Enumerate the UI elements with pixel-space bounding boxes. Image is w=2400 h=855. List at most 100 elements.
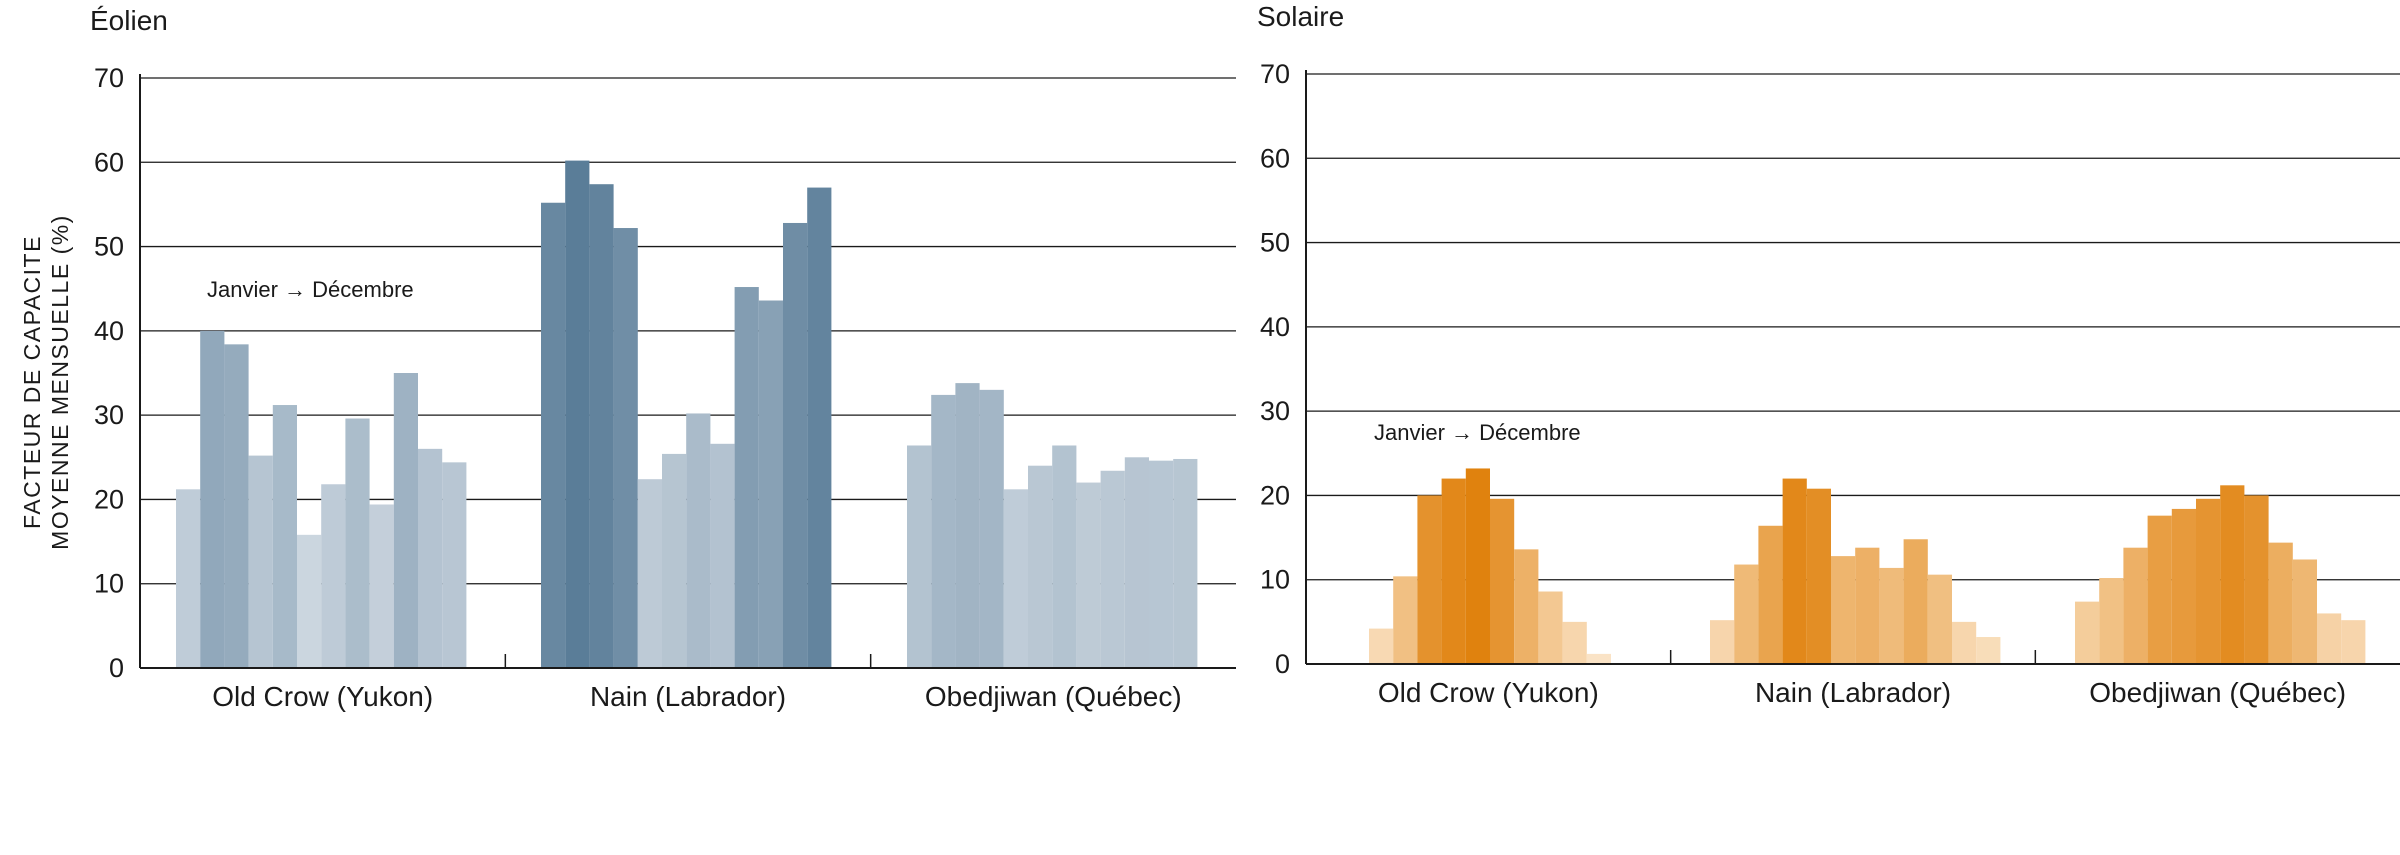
wind-bar: Old Crow (Yukon) – Août: 29.6 (345, 418, 370, 668)
wind-bar: Nain (Labrador) – Janvier: 55.2 (541, 202, 566, 669)
wind-bar: Nain (Labrador) – Septembre: 45.2 (734, 287, 759, 668)
solar-bar: Old Crow (Yukon) – Octobre: 1.2 (1586, 653, 1611, 664)
solar-bar: Old Crow (Yukon) – Avril: 22 (1441, 478, 1466, 664)
solar-category-label: Old Crow (Yukon) (1378, 677, 1599, 708)
wind-bar: Nain (Labrador) – Octobre: 43.6 (758, 300, 783, 668)
solar-y-tick-label: 10 (1260, 565, 1290, 595)
solar-bar: Nain (Labrador) – Juin: 12.8 (1831, 556, 1856, 664)
wind-bar: Obedjiwan (Québec) – Mai: 21.2 (1003, 489, 1028, 668)
solar-bar: Obedjiwan (Québec) – Septembre: 14.4 (2268, 542, 2293, 664)
wind-bar: Nain (Labrador) – Décembre: 57 (807, 187, 832, 668)
solar-bar: Nain (Labrador) – Août: 11.4 (1879, 567, 1904, 664)
solar-bar: Nain (Labrador) – Décembre: 3.2 (1976, 637, 2001, 664)
wind-bar: Old Crow (Yukon) – Décembre: 24.4 (442, 462, 467, 668)
solar-y-tick-label: 40 (1260, 312, 1290, 342)
solar-bar: Obedjiwan (Québec) – Janvier: 7.4 (2075, 601, 2100, 664)
solar-y-tick-label: 50 (1260, 228, 1290, 258)
y-axis-title-line-2: MOYENNE MENSUELLE (%) (47, 214, 73, 550)
solar-category-label: Nain (Labrador) (1755, 677, 1951, 708)
wind-bar: Obedjiwan (Québec) – Juin: 24 (1028, 465, 1053, 668)
wind-month-order-note: Janvier → Décembre (207, 277, 414, 302)
wind-bar: Obedjiwan (Québec) – Janvier: 26.4 (907, 445, 932, 668)
wind-bar: Obedjiwan (Québec) – Février: 32.4 (931, 394, 956, 668)
solar-bar: Nain (Labrador) – Mars: 16.4 (1758, 525, 1783, 664)
wind-bar: Obedjiwan (Québec) – Décembre: 24.8 (1173, 458, 1198, 668)
solar-bar: Nain (Labrador) – Février: 11.8 (1734, 564, 1759, 664)
wind-bar: Old Crow (Yukon) – Mai: 31.2 (272, 405, 297, 668)
solar-y-tick-label: 60 (1260, 143, 1290, 173)
wind-bar: Old Crow (Yukon) – Septembre: 19.4 (369, 504, 394, 668)
wind-panel: Éolien Old Crow (Yukon) – Janvier: 21.2O… (90, 5, 1236, 712)
wind-y-tick-label: 0 (109, 653, 124, 683)
solar-bar: Nain (Labrador) – Octobre: 10.6 (1927, 574, 1952, 664)
wind-bar: Obedjiwan (Québec) – Octobre: 25 (1124, 457, 1149, 668)
wind-category-label: Nain (Labrador) (590, 681, 786, 712)
wind-bar: Nain (Labrador) – Novembre: 52.8 (783, 222, 808, 668)
wind-bar: Nain (Labrador) – Mai: 22.4 (637, 479, 662, 668)
wind-bar: Old Crow (Yukon) – Octobre: 35 (393, 373, 418, 668)
wind-bar: Nain (Labrador) – Août: 26.6 (710, 443, 735, 668)
solar-bar: Obedjiwan (Québec) – Juin: 19.6 (2196, 498, 2221, 664)
wind-y-tick-label: 60 (94, 147, 124, 177)
wind-bar: Old Crow (Yukon) – Mars: 38.4 (224, 344, 249, 668)
wind-bar: Nain (Labrador) – Avril: 52.2 (613, 228, 638, 668)
solar-y-tick-label: 20 (1260, 480, 1290, 510)
solar-bar: Obedjiwan (Québec) – Août: 20 (2244, 495, 2269, 664)
wind-bar: Old Crow (Yukon) – Février: 40 (200, 330, 225, 668)
wind-bar: Obedjiwan (Québec) – Septembre: 23.4 (1100, 470, 1125, 668)
solar-panel: Solaire Old Crow (Yukon) – Janvier: 4.2O… (1257, 1, 2400, 708)
wind-y-tick-label: 30 (94, 400, 124, 430)
wind-bar: Obedjiwan (Québec) – Juillet: 26.4 (1052, 445, 1077, 668)
solar-bar: Obedjiwan (Québec) – Mars: 13.8 (2123, 547, 2148, 664)
solar-bar: Old Crow (Yukon) – Août: 8.6 (1538, 591, 1563, 664)
wind-y-tick-label: 70 (94, 63, 124, 93)
solar-bar: Nain (Labrador) – Juillet: 13.8 (1855, 547, 1880, 664)
solar-bar: Obedjiwan (Québec) – Mai: 18.4 (2171, 508, 2196, 664)
wind-bar: Old Crow (Yukon) – Juillet: 21.8 (321, 484, 346, 668)
wind-bar: Old Crow (Yukon) – Avril: 25.2 (248, 455, 273, 668)
wind-bar: Old Crow (Yukon) – Janvier: 21.2 (176, 489, 201, 668)
wind-category-label: Obedjiwan (Québec) (925, 681, 1182, 712)
solar-bar: Nain (Labrador) – Septembre: 14.8 (1903, 539, 1928, 664)
solar-y-tick-label: 30 (1260, 396, 1290, 426)
solar-bar: Old Crow (Yukon) – Mai: 23.2 (1465, 468, 1490, 664)
wind-bar: Obedjiwan (Québec) – Novembre: 24.6 (1149, 460, 1174, 668)
wind-y-tick-label: 10 (94, 569, 124, 599)
solar-bar: Nain (Labrador) – Janvier: 5.2 (1710, 620, 1735, 664)
solar-bar: Old Crow (Yukon) – Septembre: 5 (1562, 621, 1587, 664)
y-axis-title: FACTEUR DE CAPACITE MOYENNE MENSUELLE (%… (19, 214, 73, 550)
wind-y-tick-label: 40 (94, 316, 124, 346)
wind-panel-title: Éolien (90, 5, 168, 36)
solar-bar: Obedjiwan (Québec) – Février: 10.2 (2099, 578, 2124, 664)
solar-bar: Obedjiwan (Québec) – Avril: 17.6 (2147, 515, 2172, 664)
solar-bar: Old Crow (Yukon) – Janvier: 4.2 (1369, 628, 1394, 664)
solar-bar: Obedjiwan (Québec) – Décembre: 5.2 (2341, 620, 2366, 664)
wind-bar: Obedjiwan (Québec) – Mars: 33.8 (955, 383, 980, 668)
wind-y-tick-label: 50 (94, 232, 124, 262)
solar-category-label: Obedjiwan (Québec) (2089, 677, 2346, 708)
wind-bar: Obedjiwan (Québec) – Août: 22 (1076, 482, 1101, 668)
solar-bar: Nain (Labrador) – Novembre: 5 (1952, 621, 1977, 664)
solar-bar: Nain (Labrador) – Mai: 20.8 (1806, 488, 1831, 664)
solar-bar: Old Crow (Yukon) – Février: 10.4 (1393, 576, 1418, 664)
solar-bar: Obedjiwan (Québec) – Novembre: 6 (2317, 613, 2342, 664)
y-axis-title-line-1: FACTEUR DE CAPACITE (19, 235, 45, 529)
wind-bar: Nain (Labrador) – Juillet: 30.2 (686, 413, 711, 668)
wind-bar: Obedjiwan (Québec) – Avril: 33 (979, 389, 1004, 668)
wind-category-label: Old Crow (Yukon) (212, 681, 433, 712)
wind-bar: Nain (Labrador) – Mars: 57.4 (589, 184, 614, 668)
solar-panel-title: Solaire (1257, 1, 1344, 32)
solar-bar: Obedjiwan (Québec) – Juillet: 21.2 (2220, 485, 2245, 664)
wind-bar: Old Crow (Yukon) – Juin: 15.8 (297, 534, 322, 668)
solar-y-tick-label: 70 (1260, 59, 1290, 89)
solar-month-order-note: Janvier → Décembre (1374, 420, 1581, 445)
wind-bar: Nain (Labrador) – Juin: 25.4 (662, 453, 687, 668)
solar-y-tick-label: 0 (1275, 649, 1290, 679)
solar-bar: Old Crow (Yukon) – Mars: 20 (1417, 495, 1442, 664)
wind-y-tick-label: 20 (94, 484, 124, 514)
solar-bar: Obedjiwan (Québec) – Octobre: 12.4 (2292, 559, 2317, 664)
wind-bar: Nain (Labrador) – Février: 60.2 (565, 160, 590, 668)
wind-bar: Old Crow (Yukon) – Novembre: 26 (418, 448, 443, 668)
